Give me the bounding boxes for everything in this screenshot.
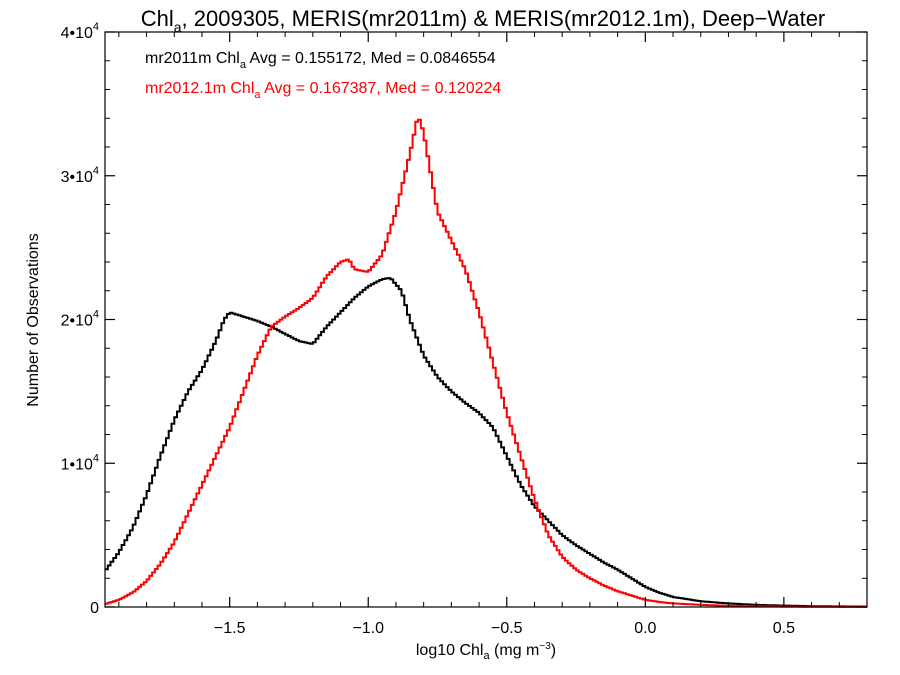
series-stats-mr2011m-post: Avg = 0.155172, Med = 0.0846554 [246, 50, 496, 67]
x-axis-ticks: −1.5 −1.0 −0.5 0.0 0.5 [118, 32, 868, 637]
x-tick-label: 0.5 [773, 620, 795, 637]
chart-title-subscript: a [174, 19, 182, 35]
y-tick-label: 1•104 [61, 452, 99, 473]
x-axis-label: log10 Chla (mg m−3) [416, 641, 556, 662]
series-stats-mr2012-1m: mr2012.1m Chla Avg = 0.167387, Med = 0.1… [145, 80, 501, 101]
series-layer [105, 118, 867, 608]
y-axis-label: Number of Observations [25, 233, 42, 406]
x-tick-label: −1.5 [214, 620, 246, 637]
chart-title: Chla, 2009305, MERIS(mr2011m) & MERIS(mr… [141, 6, 826, 35]
series-stats-mr2012-1m-pre: mr2012.1m Chl [145, 80, 254, 97]
x-axis-label-pre: log10 Chl [416, 642, 484, 659]
series-stats-mr2012-1m-post: Avg = 0.167387, Med = 0.120224 [261, 80, 502, 97]
y-tick-label: 3•104 [61, 165, 99, 186]
y-tick-label: 2•104 [61, 309, 99, 330]
series-mr2012-1m [105, 118, 867, 608]
y-tick-label: 0 [90, 600, 99, 617]
x-axis-label-sup: −3 [539, 641, 551, 652]
x-tick-label: 0.0 [634, 620, 656, 637]
series-stats-mr2012-1m-sub: a [254, 89, 261, 101]
x-axis-label-sub: a [483, 650, 490, 662]
series-stats-mr2011m-pre: mr2011m Chl [145, 50, 240, 67]
series-stats-mr2011m: mr2011m Chla Avg = 0.155172, Med = 0.084… [145, 50, 496, 71]
plot-frame [104, 31, 868, 608]
series-line-mr2012-1m [105, 118, 867, 608]
x-tick-label: −0.5 [491, 620, 523, 637]
series-line-mr2011m [105, 277, 867, 608]
y-axis-ticks: 0 1•104 2•104 3•104 4•104 [61, 21, 867, 617]
x-axis-label-post: (mg m [490, 642, 540, 659]
series-mr2011m [105, 277, 867, 608]
y-tick-label: 4•104 [61, 21, 99, 42]
x-tick-label: −1.0 [352, 620, 384, 637]
chart-title-rest: , 2009305, MERIS(mr2011m) & MERIS(mr2012… [182, 6, 826, 31]
chart-title-main: Chl [141, 6, 174, 31]
series-stats-mr2011m-sub: a [240, 59, 247, 71]
x-axis-label-end: ) [551, 642, 556, 659]
